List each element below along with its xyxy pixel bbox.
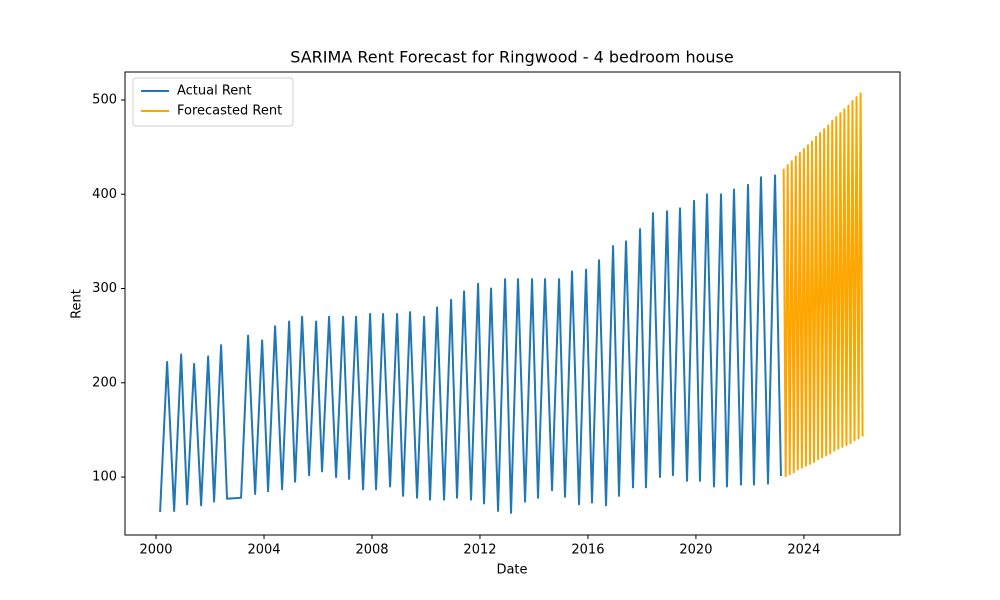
chart-title: SARIMA Rent Forecast for Ringwood - 4 be…	[290, 48, 733, 67]
y-axis-label: Rent	[70, 289, 85, 319]
x-tick-label: 2016	[571, 543, 604, 558]
series-line	[159, 174, 782, 514]
legend-label: Actual Rent	[177, 84, 252, 99]
series-line	[782, 92, 864, 478]
x-tick-label: 2024	[787, 543, 820, 558]
legend-label: Forecasted Rent	[177, 104, 282, 119]
y-tick-label: 200	[92, 375, 117, 390]
legend-box	[132, 77, 294, 127]
x-tick-label: 2000	[139, 543, 172, 558]
x-tick-label: 2008	[355, 543, 388, 558]
x-axis-label: Date	[496, 563, 527, 578]
x-tick-label: 2012	[463, 543, 496, 558]
axes-frame	[124, 71, 901, 536]
y-tick-label: 300	[92, 281, 117, 296]
y-tick-label: 400	[92, 187, 117, 202]
y-tick-label: 100	[92, 470, 117, 485]
x-tick-label: 2004	[247, 543, 280, 558]
x-tick-label: 2020	[679, 543, 712, 558]
y-tick-label: 500	[92, 92, 117, 107]
